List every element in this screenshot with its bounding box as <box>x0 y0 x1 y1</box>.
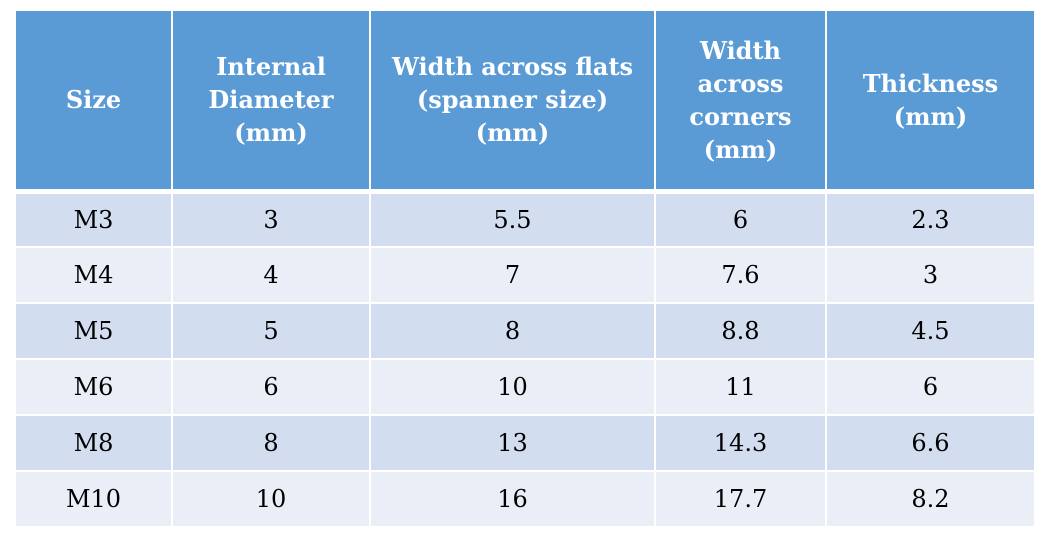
cell-size: M10 <box>14 470 173 528</box>
cell-internal-diameter: 4 <box>171 246 371 304</box>
cell-internal-diameter: 10 <box>171 470 371 528</box>
cell-size: M5 <box>14 302 173 360</box>
cell-internal-diameter: 8 <box>171 414 371 472</box>
cell-width-across-corners: 17.7 <box>654 470 827 528</box>
table-body: M3 3 5.5 6 2.3 M4 4 7 7.6 3 M5 5 8 8.8 4… <box>14 190 1036 528</box>
cell-width-across-corners: 11 <box>654 358 827 416</box>
cell-width-across-flats: 16 <box>369 470 656 528</box>
cell-width-across-flats: 13 <box>369 414 656 472</box>
table-row: M3 3 5.5 6 2.3 <box>14 190 1036 248</box>
cell-thickness: 2.3 <box>825 190 1036 248</box>
cell-width-across-corners: 8.8 <box>654 302 827 360</box>
table-row: M4 4 7 7.6 3 <box>14 246 1036 304</box>
header-size: Size <box>14 9 173 194</box>
cell-thickness: 8.2 <box>825 470 1036 528</box>
header-thickness: Thickness (mm) <box>825 9 1036 194</box>
cell-thickness: 6.6 <box>825 414 1036 472</box>
cell-width-across-corners: 6 <box>654 190 827 248</box>
nut-dimensions-table: Size Internal Diameter (mm) Width across… <box>14 9 1036 528</box>
cell-size: M4 <box>14 246 173 304</box>
cell-thickness: 4.5 <box>825 302 1036 360</box>
cell-thickness: 3 <box>825 246 1036 304</box>
header-internal-diameter: Internal Diameter (mm) <box>171 9 371 194</box>
cell-width-across-flats: 10 <box>369 358 656 416</box>
header-width-across-corners: Width across corners (mm) <box>654 9 827 194</box>
cell-width-across-flats: 8 <box>369 302 656 360</box>
cell-thickness: 6 <box>825 358 1036 416</box>
header-row: Size Internal Diameter (mm) Width across… <box>14 9 1036 194</box>
cell-internal-diameter: 6 <box>171 358 371 416</box>
cell-internal-diameter: 5 <box>171 302 371 360</box>
table-row: M8 8 13 14.3 6.6 <box>14 414 1036 472</box>
cell-width-across-flats: 5.5 <box>369 190 656 248</box>
header-width-across-flats: Width across flats (spanner size) (mm) <box>369 9 656 194</box>
cell-internal-diameter: 3 <box>171 190 371 248</box>
table-row: M10 10 16 17.7 8.2 <box>14 470 1036 528</box>
cell-width-across-corners: 7.6 <box>654 246 827 304</box>
table-header: Size Internal Diameter (mm) Width across… <box>14 9 1036 194</box>
cell-size: M6 <box>14 358 173 416</box>
cell-size: M3 <box>14 190 173 248</box>
cell-width-across-flats: 7 <box>369 246 656 304</box>
cell-size: M8 <box>14 414 173 472</box>
cell-width-across-corners: 14.3 <box>654 414 827 472</box>
table-row: M5 5 8 8.8 4.5 <box>14 302 1036 360</box>
table-row: M6 6 10 11 6 <box>14 358 1036 416</box>
